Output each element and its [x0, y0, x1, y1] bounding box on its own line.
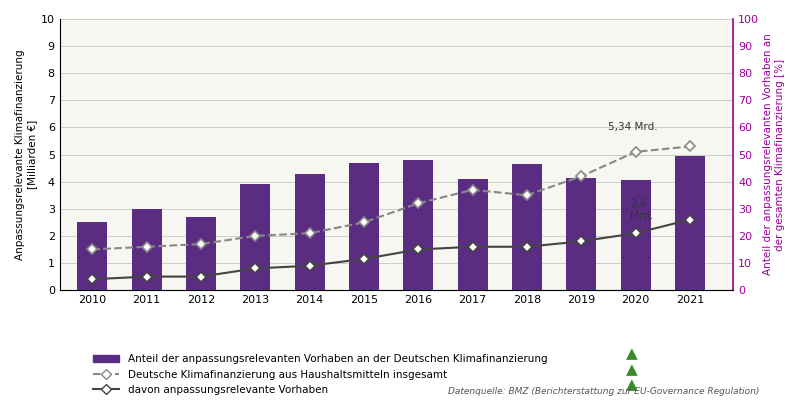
Legend: Anteil der anpassungsrelevanten Vorhaben an der Deutschen Klimafinanzierung, Deu: Anteil der anpassungsrelevanten Vorhaben… — [94, 354, 547, 395]
Bar — [566, 178, 596, 290]
Bar — [675, 156, 705, 290]
Bar — [349, 163, 379, 290]
Bar — [621, 180, 650, 290]
Bar — [132, 209, 162, 290]
Bar — [512, 164, 542, 290]
Text: Datenquelle: BMZ (Berichterstattung zur EU-Governance Regulation): Datenquelle: BMZ (Berichterstattung zur … — [448, 387, 759, 396]
Text: ▲: ▲ — [626, 346, 638, 362]
Bar — [458, 179, 487, 290]
Y-axis label: Anteil der anpassungsrelevanten Vorhaben an
der gesamten Klimafinanzierung [%]: Anteil der anpassungsrelevanten Vorhaben… — [763, 34, 785, 276]
Text: ▲: ▲ — [626, 377, 638, 392]
Y-axis label: Anpassungsrelevante Klimafinanzierung
[Milliarden €]: Anpassungsrelevante Klimafinanzierung [M… — [15, 49, 37, 260]
Bar — [403, 160, 433, 290]
Text: ▲: ▲ — [626, 362, 638, 378]
Bar — [78, 222, 107, 290]
Bar — [240, 184, 270, 290]
Bar — [294, 174, 325, 290]
Text: 5,34 Mrd.: 5,34 Mrd. — [609, 122, 658, 132]
Text: 2,6
Mrd.: 2,6 Mrd. — [630, 199, 654, 221]
Bar — [186, 217, 216, 290]
